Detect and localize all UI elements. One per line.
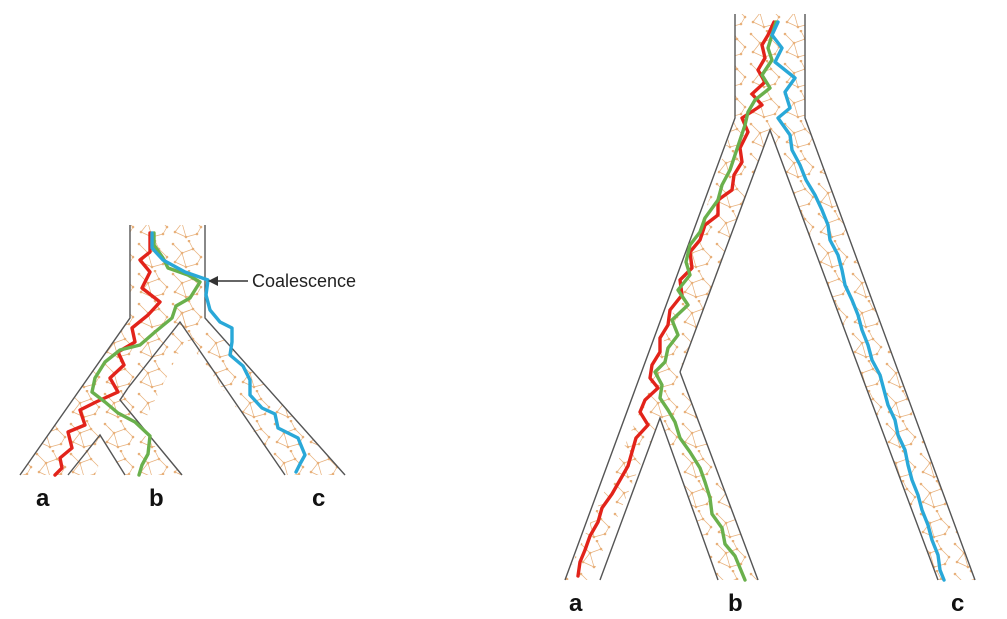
left-outline-inner-ab-c [127,320,286,476]
right-tree: a b c [564,14,976,617]
right-lineage-b [653,20,778,582]
right-outline-inner-a-b [599,415,719,581]
right-tube-c-branch [770,118,975,580]
coalescence-label: Coalescence [252,271,356,291]
left-outline-inner-b-c [119,387,183,476]
right-outline-inner-b-join [679,371,759,581]
left-outline-outer-left [19,225,131,476]
right-tip-label-b: b [728,590,743,617]
left-tube-outlines [19,225,346,476]
right-tube-b-branch [660,372,758,580]
left-outline-inner-a-b [67,433,126,476]
left-lineage-a [53,231,162,477]
right-outline-outer-left [564,14,736,581]
left-outline-outer-right [204,225,346,476]
left-tip-label-b: b [149,485,164,512]
right-population-tubes [564,14,976,581]
left-tree: Coalescence a b c [19,225,356,512]
left-tube-ancestral [130,225,205,318]
right-outline-inner-ab-c [679,127,939,581]
right-tube-ab-branch [645,118,770,400]
left-lineage-c [150,231,307,474]
coalescence-arrow [208,276,248,286]
right-lineage-c [770,20,946,582]
right-tube-outlines [564,14,976,581]
left-lineage-b [90,231,202,477]
left-tube-b-branch [100,412,182,475]
right-tip-label-c: c [951,590,964,617]
left-tip-label-a: a [36,485,50,512]
left-tube-c-branch [180,305,345,475]
right-tip-label-a: a [569,590,583,617]
left-tip-label-c: c [312,485,325,512]
right-outline-outer-right [804,14,976,581]
